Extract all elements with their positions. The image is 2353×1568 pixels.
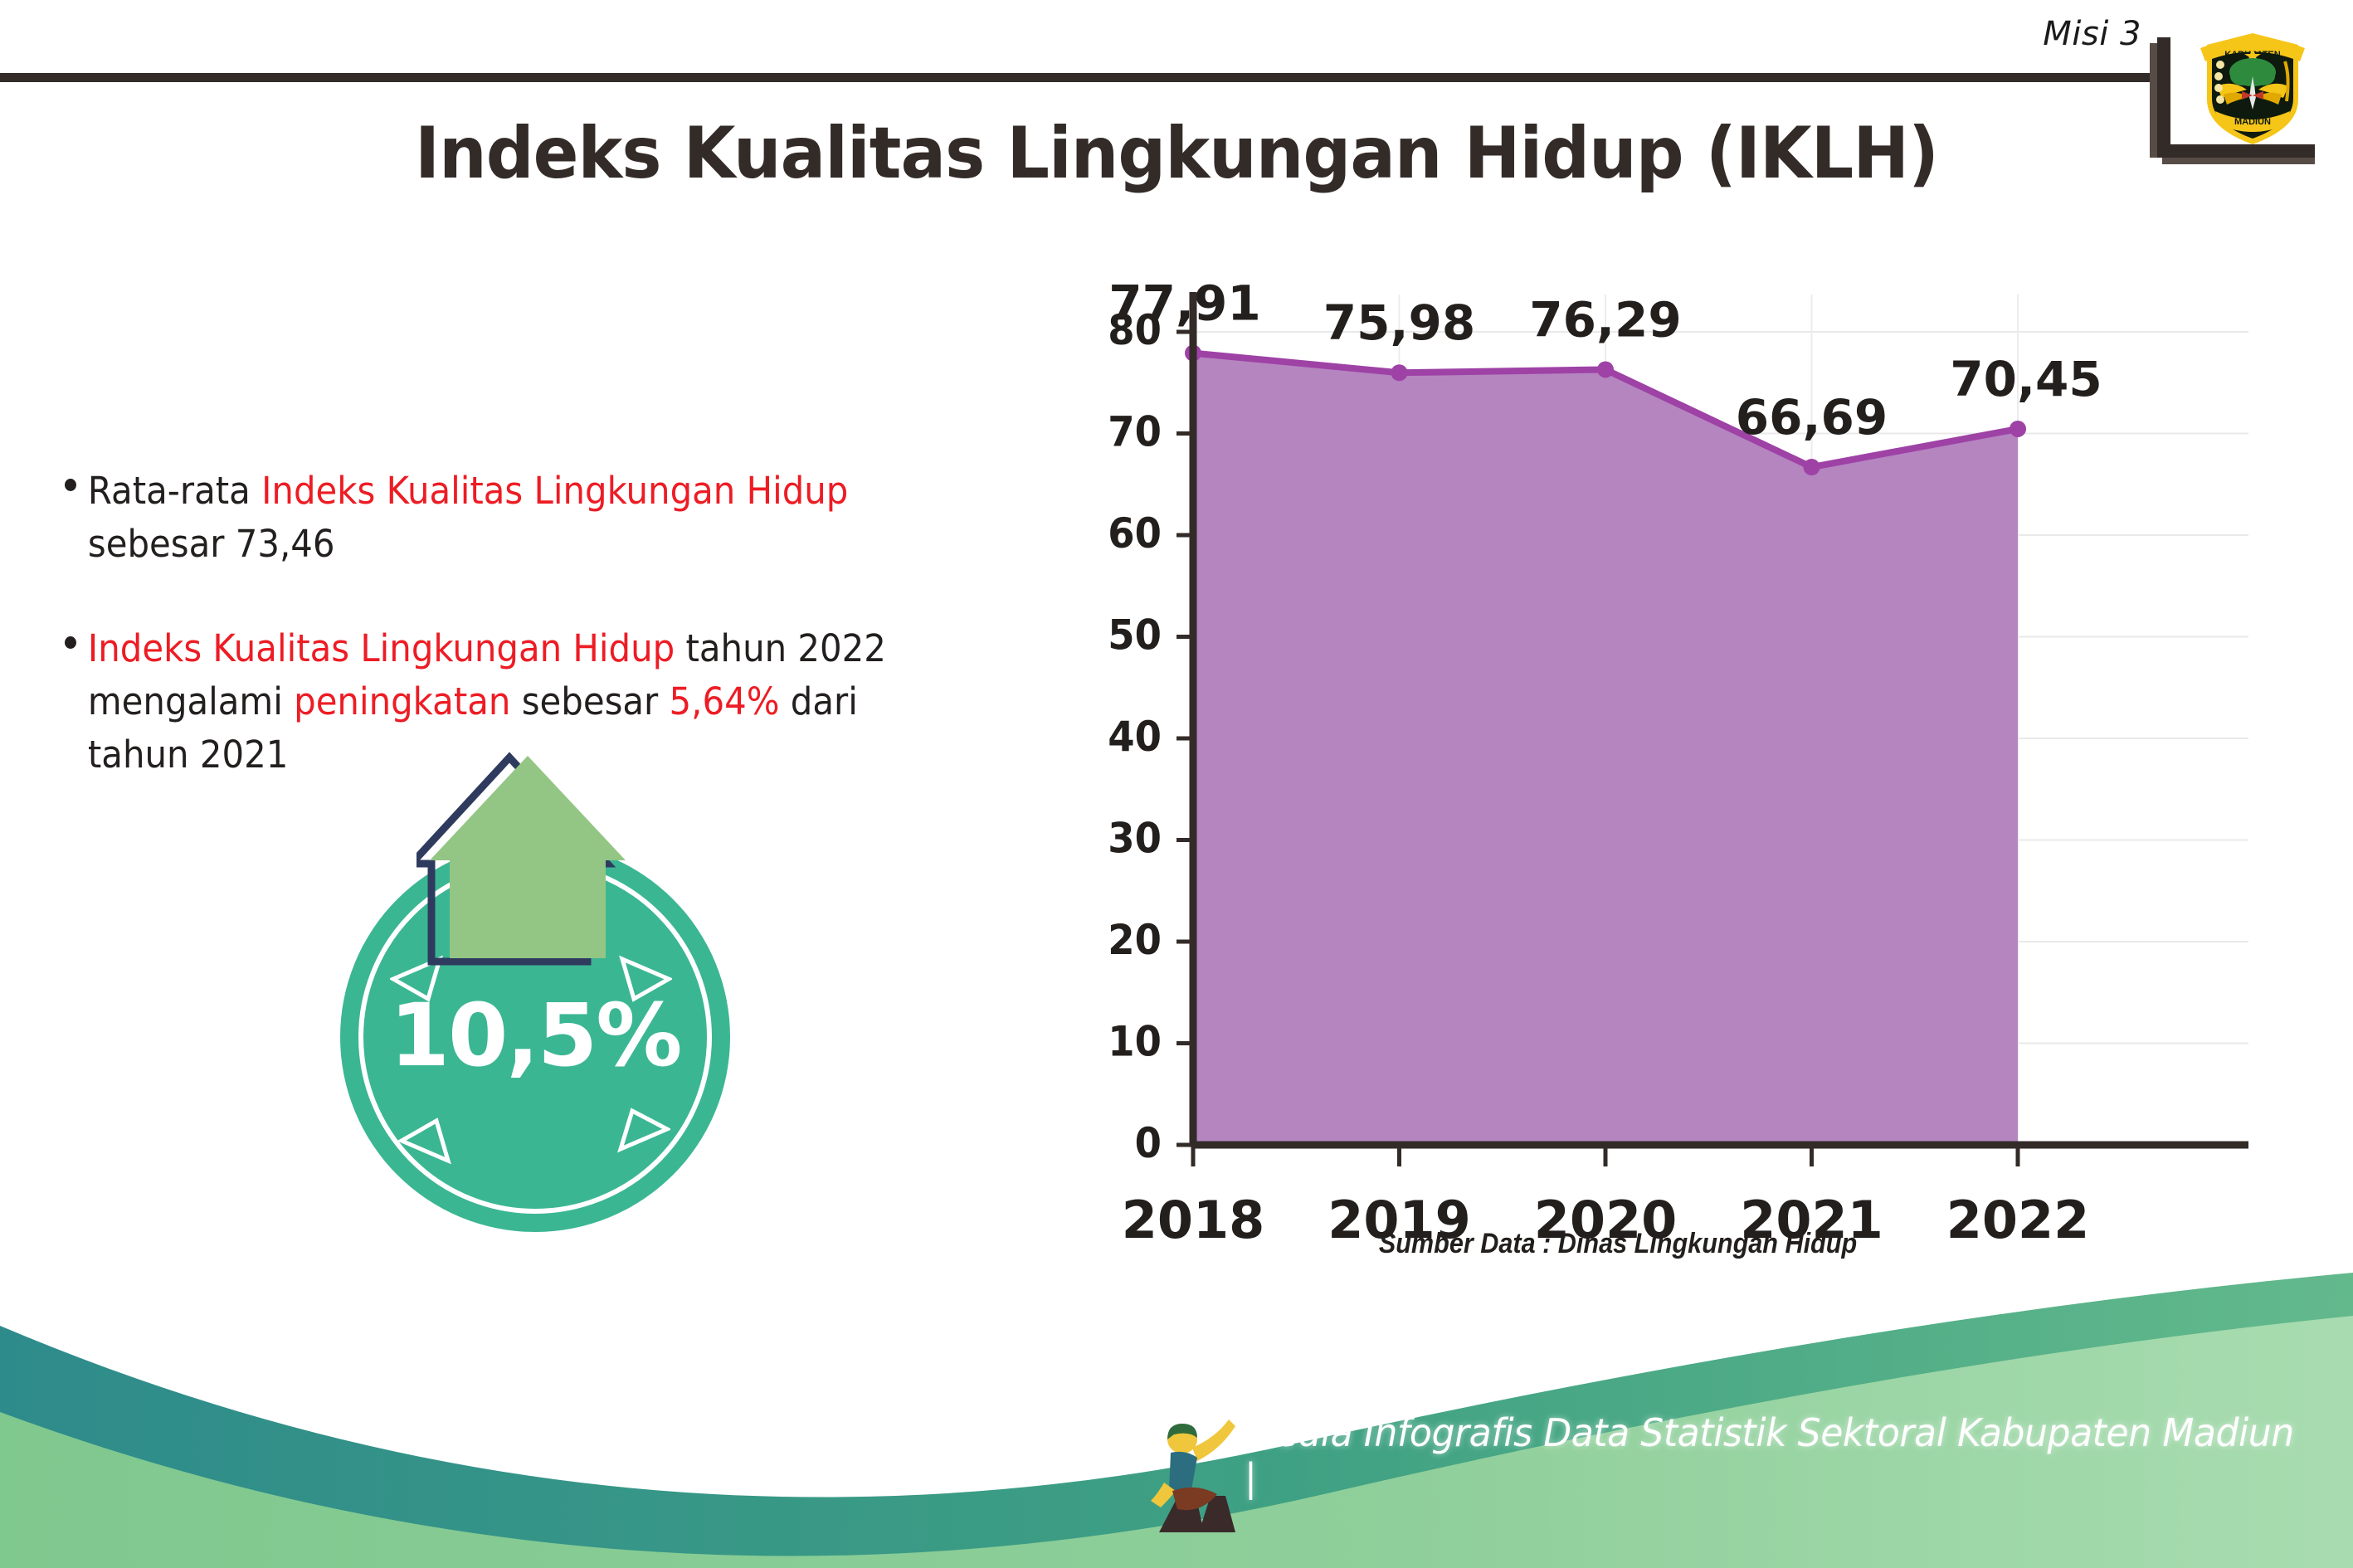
misi-label: Misi 3 bbox=[2043, 15, 2141, 53]
sparkle-tick-icon bbox=[398, 1118, 451, 1165]
chart-axes bbox=[1189, 292, 2248, 1149]
bullet-item-increase: Indeks Kualitas Lingkungan Hidup tahun 2… bbox=[65, 622, 913, 782]
footer-waves bbox=[0, 1273, 2353, 1568]
sparkle-tick-icon bbox=[390, 955, 443, 1002]
bullet-text-1: Rata-rata Indeks Kualitas Lingkungan Hid… bbox=[88, 469, 848, 566]
bracket-vertical-bar bbox=[2150, 37, 2170, 158]
bullet-1-part-1: Indeks Kualitas Lingkungan Hidup bbox=[261, 469, 849, 513]
svg-text:77,91: 77,91 bbox=[1108, 282, 1260, 332]
increase-badge: 10,5% bbox=[324, 751, 755, 1232]
header-rule bbox=[0, 73, 2157, 82]
sparkle-tick-icon bbox=[617, 1108, 670, 1153]
page-title: Indeks Kualitas Lingkungan Hidup (IKLH) bbox=[414, 112, 1939, 195]
svg-text:30: 30 bbox=[1108, 815, 1162, 863]
bullet-2-part-0: Indeks Kualitas Lingkungan Hidup bbox=[87, 626, 675, 670]
bullet-item-average: Rata-rata Indeks Kualitas Lingkungan Hid… bbox=[65, 465, 913, 571]
svg-text:50: 50 bbox=[1108, 611, 1162, 660]
svg-text:70: 70 bbox=[1108, 408, 1162, 456]
svg-text:2022: 2022 bbox=[1946, 1190, 2090, 1250]
bullet-2-part-3: sebesar bbox=[510, 679, 670, 723]
bullet-dot-icon bbox=[65, 635, 76, 649]
svg-text:2021: 2021 bbox=[1740, 1190, 1883, 1250]
svg-text:10: 10 bbox=[1108, 1018, 1162, 1066]
bullet-2-part-5: dari tahun 2021 bbox=[87, 679, 858, 777]
bullet-text-2: Indeks Kualitas Lingkungan Hidup tahun 2… bbox=[88, 626, 886, 777]
kabupaten-madiun-logo-icon: KABUPATEN MADIUN bbox=[2190, 18, 2315, 151]
svg-text:20: 20 bbox=[1108, 916, 1162, 964]
chart-markers bbox=[1185, 344, 2026, 476]
svg-text:2020: 2020 bbox=[1534, 1190, 1678, 1250]
footer-text: Media Infografis Data Statistik Sektoral… bbox=[1245, 1410, 2294, 1500]
svg-text:0: 0 bbox=[1135, 1119, 1162, 1167]
statistics-person-icon bbox=[1151, 1419, 1235, 1532]
bullet-2-part-2: peningkatan bbox=[294, 679, 511, 723]
svg-text:70,45: 70,45 bbox=[1950, 351, 2102, 407]
svg-text:2019: 2019 bbox=[1328, 1190, 1471, 1250]
logo-bottom-text: MADIUN bbox=[2234, 117, 2271, 127]
up-arrow-icon bbox=[417, 752, 626, 966]
svg-text:40: 40 bbox=[1108, 713, 1162, 761]
svg-text:60: 60 bbox=[1108, 509, 1162, 558]
bullet-dot-icon bbox=[65, 479, 76, 491]
iklh-area-chart: 0 10 20 30 40 50 60 70 80 2018 2019 2020 2021 2022 7… bbox=[954, 282, 2282, 1303]
chart-area-fill bbox=[1193, 353, 2018, 1145]
bullet-1-part-2: sebesar 73,46 bbox=[87, 521, 335, 566]
bullet-list: Rata-rata Indeks Kualitas Lingkungan Hid… bbox=[65, 465, 977, 832]
bullet-1-part-0: Rata-rata bbox=[87, 469, 262, 513]
bullet-2-part-4: 5,64% bbox=[669, 679, 780, 723]
svg-text:66,69: 66,69 bbox=[1736, 389, 1888, 446]
chart-canvas: 0 10 20 30 40 50 60 70 80 2018 2019 2020 2021 2022 7… bbox=[1108, 282, 2248, 1250]
sparkle-tick-icon bbox=[619, 955, 672, 1002]
svg-text:75,98: 75,98 bbox=[1323, 295, 1475, 351]
source-caption: Sumber Data : Dinas Lingkungan Hidup bbox=[1378, 1228, 1858, 1259]
chart-x-tick-labels: 2018 2019 2020 2021 2022 bbox=[1122, 1145, 2090, 1250]
svg-text:80: 80 bbox=[1108, 306, 1162, 354]
svg-text:2018: 2018 bbox=[1122, 1190, 1265, 1250]
chart-data-labels: 77,91 75,98 76,29 66,69 70,45 bbox=[1108, 282, 2102, 446]
bullet-2-part-1: tahun 2022 mengalami bbox=[87, 626, 886, 723]
badge-value-text: 10,5% bbox=[389, 985, 683, 1086]
footer: Media Infografis Data Statistik Sektoral… bbox=[0, 1236, 2353, 1568]
svg-text:76,29: 76,29 bbox=[1529, 291, 1681, 348]
header-bracket bbox=[2150, 37, 2348, 164]
bracket-horizontal-bar bbox=[2157, 144, 2315, 164]
chart-y-tick-labels: 0 10 20 30 40 50 60 70 80 bbox=[1108, 306, 1193, 1167]
